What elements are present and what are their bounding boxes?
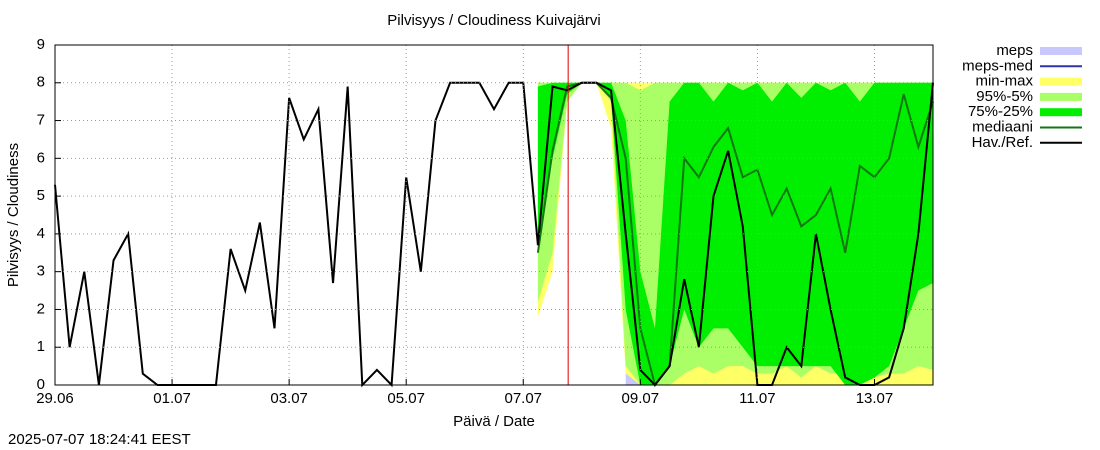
y-axis-label: Pilvisyys / Cloudiness [5, 143, 22, 287]
y-tick-label: 0 [37, 376, 45, 393]
legend-label: meps-med [962, 57, 1033, 74]
timestamp: 2025-07-07 18:24:41 EEST [8, 431, 191, 448]
plot-area [54, 81, 934, 388]
legend-label: 75%-25% [968, 103, 1033, 120]
x-tick-label: 03.07 [270, 390, 308, 407]
x-tick-label: 05.07 [387, 390, 425, 407]
plot-frame [54, 44, 934, 386]
legend-label: min-max [975, 73, 1033, 90]
chart-title: Pilvisyys / Cloudiness Kuivajärvi [387, 12, 600, 29]
legend-swatch [1040, 77, 1082, 86]
y-tick-label: 4 [37, 225, 45, 242]
legend: mepsmeps-medmin-max95%-5%75%-25%mediaani… [962, 42, 1082, 151]
legend-swatch [1040, 108, 1082, 117]
legend-label: meps [996, 42, 1033, 59]
y-tick-label: 3 [37, 263, 45, 280]
y-tick-label: 2 [37, 300, 45, 317]
x-tick-label: 09.07 [622, 390, 660, 407]
y-tick-label: 6 [37, 149, 45, 166]
y-tick-label: 5 [37, 187, 45, 204]
legend-swatch [1040, 47, 1082, 55]
x-tick-label: 13.07 [856, 390, 894, 407]
y-tick-label: 9 [37, 36, 45, 53]
x-axis-label: Päivä / Date [453, 413, 535, 430]
x-tick-label: 01.07 [153, 390, 191, 407]
legend-label: 95%-5% [976, 88, 1033, 105]
x-tick-label: 11.07 [739, 390, 775, 407]
y-tick-label: 1 [37, 338, 45, 355]
x-tick-label: 07.07 [504, 390, 542, 407]
y-tick-label: 7 [37, 112, 45, 129]
x-tick-label: 29.06 [36, 390, 74, 407]
legend-swatch [1040, 92, 1082, 101]
y-tick-label: 8 [37, 74, 45, 91]
legend-label: mediaani [972, 118, 1033, 135]
series-line [536, 81, 934, 388]
legend-label: Hav./Ref. [972, 134, 1033, 151]
